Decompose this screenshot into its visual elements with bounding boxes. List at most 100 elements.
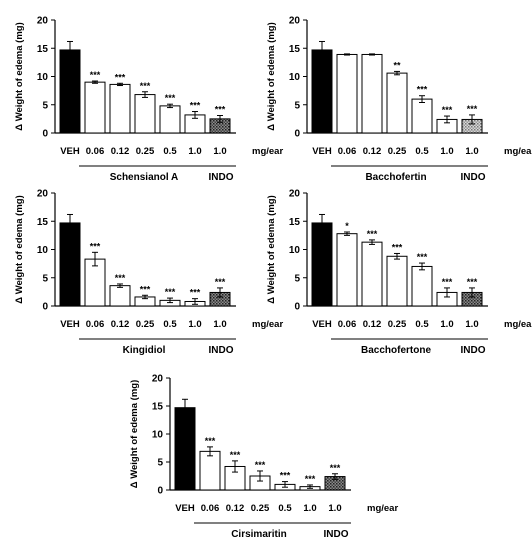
y-tick-label: 15 xyxy=(37,217,49,228)
bar xyxy=(159,105,181,134)
bar xyxy=(311,49,333,134)
x-tick-label: 1.0 xyxy=(465,319,478,330)
significance-label: *** xyxy=(165,93,176,103)
significance-label: *** xyxy=(442,105,453,115)
bar xyxy=(311,222,333,307)
x-tick-label: 0.06 xyxy=(86,319,105,330)
x-tick-label: 0.25 xyxy=(136,319,155,330)
y-tick-label: 20 xyxy=(289,189,301,200)
significance-label: ** xyxy=(393,60,401,70)
y-tick-label: 5 xyxy=(42,100,48,111)
group-label: Bacchofertin xyxy=(365,172,426,183)
significance-label: *** xyxy=(115,72,126,82)
x-tick-label: 0.5 xyxy=(163,319,177,330)
unit-label: mg/ear xyxy=(252,319,283,330)
x-tick-label: VEH xyxy=(312,146,332,157)
control-label: INDO xyxy=(324,529,349,540)
y-tick-label: 10 xyxy=(289,245,301,256)
x-tick-label: 0.5 xyxy=(415,319,429,330)
control-label: INDO xyxy=(461,345,486,356)
significance-label: *** xyxy=(165,287,176,297)
significance-label: *** xyxy=(392,242,403,252)
x-tick-label: 0.25 xyxy=(251,503,270,514)
x-tick-label: 1.0 xyxy=(303,503,316,514)
significance-label: *** xyxy=(417,252,428,262)
x-tick-label: 0.12 xyxy=(363,319,382,330)
group-label: Cirsimaritin xyxy=(231,529,287,540)
significance-label: *** xyxy=(205,436,216,446)
x-tick-label: VEH xyxy=(312,319,332,330)
x-tick-label: 0.12 xyxy=(226,503,245,514)
x-tick-label: 0.12 xyxy=(111,146,130,157)
significance-label: *** xyxy=(190,101,201,111)
significance-label: *** xyxy=(90,241,101,251)
unit-label: mg/ear xyxy=(367,503,398,514)
x-tick-label: 1.0 xyxy=(188,146,201,157)
bar xyxy=(361,53,383,134)
y-tick-label: 15 xyxy=(289,44,301,55)
significance-label: *** xyxy=(417,85,428,95)
significance-label: *** xyxy=(330,463,341,473)
bar xyxy=(134,94,156,134)
bar xyxy=(109,83,131,134)
bar xyxy=(361,241,383,307)
x-tick-label: 1.0 xyxy=(188,319,201,330)
y-tick-label: 20 xyxy=(37,16,49,27)
x-tick-label: 1.0 xyxy=(465,146,478,157)
y-axis-label: Δ Weight of edema (mg) xyxy=(266,195,277,304)
y-tick-label: 10 xyxy=(289,72,301,83)
y-tick-label: 15 xyxy=(289,217,301,228)
y-axis-label: Δ Weight of edema (mg) xyxy=(14,195,25,304)
y-tick-label: 0 xyxy=(294,129,300,140)
bar xyxy=(109,285,131,307)
significance-label: *** xyxy=(467,277,478,287)
x-tick-label: VEH xyxy=(60,319,80,330)
x-tick-label: 0.06 xyxy=(338,319,357,330)
bar xyxy=(174,407,196,491)
significance-label: *** xyxy=(367,229,378,239)
significance-label: *** xyxy=(467,104,478,114)
significance-label: *** xyxy=(215,104,226,114)
bar xyxy=(199,450,221,491)
y-tick-label: 20 xyxy=(37,189,49,200)
y-tick-label: 0 xyxy=(294,302,300,313)
bar xyxy=(336,53,358,134)
x-tick-label: VEH xyxy=(175,503,195,514)
chart-panel: 0 5 10 15 20 Δ Weight of edema (mg) VEH 0.06 0.1… xyxy=(266,16,532,184)
y-tick-label: 20 xyxy=(289,16,301,27)
bar xyxy=(59,222,81,307)
x-tick-label: 0.25 xyxy=(388,146,407,157)
control-label: INDO xyxy=(209,172,234,183)
x-tick-label: 1.0 xyxy=(440,146,453,157)
y-tick-label: 5 xyxy=(42,273,48,284)
y-axis-label: Δ Weight of edema (mg) xyxy=(14,22,25,131)
bar xyxy=(336,233,358,307)
x-tick-label: 1.0 xyxy=(328,503,341,514)
unit-label: mg/ear xyxy=(252,146,283,157)
bar xyxy=(411,265,433,307)
chart-panel: 0 5 10 15 20 Δ Weight of edema (mg) VEH * 0.06 **… xyxy=(266,189,532,357)
y-tick-label: 5 xyxy=(294,273,300,284)
y-tick-label: 15 xyxy=(37,44,49,55)
bar xyxy=(386,255,408,307)
group-label: Bacchofertone xyxy=(361,345,431,356)
y-axis-label: Δ Weight of edema (mg) xyxy=(266,22,277,131)
x-tick-label: 0.5 xyxy=(163,146,177,157)
control-label: INDO xyxy=(461,172,486,183)
x-tick-label: 0.5 xyxy=(278,503,292,514)
bar xyxy=(411,98,433,134)
x-tick-label: 0.06 xyxy=(86,146,105,157)
x-tick-label: 0.12 xyxy=(111,319,130,330)
x-tick-label: VEH xyxy=(60,146,80,157)
significance-label: *** xyxy=(115,273,126,283)
bar xyxy=(84,81,106,134)
y-tick-label: 20 xyxy=(152,374,164,385)
x-tick-label: 0.25 xyxy=(388,319,407,330)
significance-label: *** xyxy=(442,277,453,287)
significance-label: * xyxy=(345,221,349,231)
x-tick-label: 1.0 xyxy=(440,319,453,330)
significance-label: *** xyxy=(230,450,241,460)
x-tick-label: 1.0 xyxy=(213,319,226,330)
